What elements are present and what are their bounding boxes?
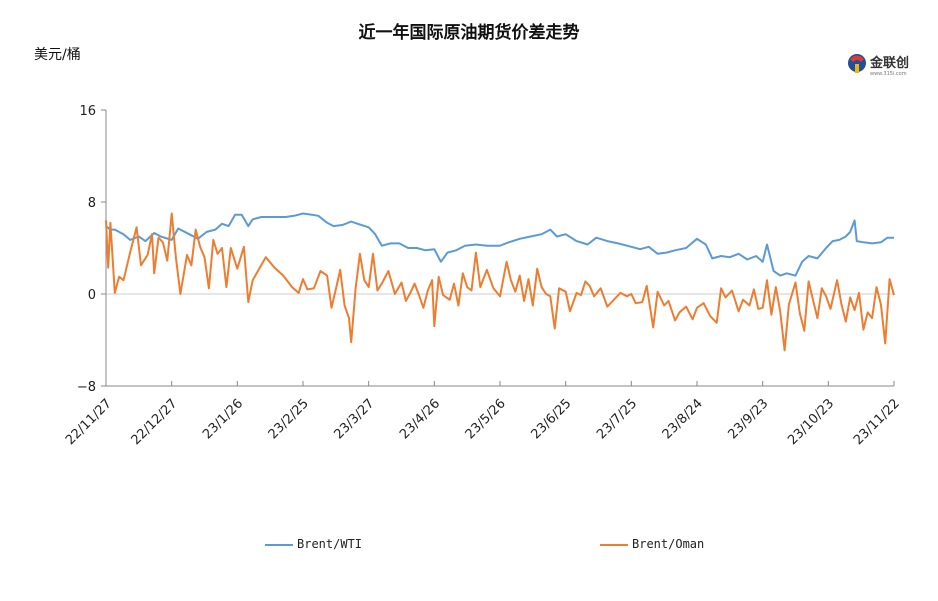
- x-tick-label: 23/6/25: [528, 396, 574, 442]
- x-tick-label: 23/10/23: [785, 396, 837, 448]
- company-logo: 金联创 www.315i.com: [846, 50, 912, 82]
- x-tick-label: 23/8/24: [660, 396, 706, 442]
- legend-item-brent-wti: Brent/WTI: [265, 537, 362, 551]
- x-tick-label: 22/11/27: [63, 396, 115, 448]
- y-tick-label: −8: [77, 380, 96, 395]
- legend-label-brent-oman: Brent/Oman: [632, 537, 705, 551]
- x-tick-label: 23/9/23: [725, 396, 771, 442]
- y-tick-label: 8: [88, 196, 96, 211]
- x-tick-label: 23/1/26: [200, 396, 246, 442]
- chart-series-layer: [105, 212, 895, 352]
- legend-item-brent-oman: Brent/Oman: [600, 537, 704, 551]
- x-tick-label: 23/7/25: [594, 396, 640, 442]
- chart-tick-labels: 16 8 0 −822/11/27 22/12/27 23/1/26 23/2/25 23/3…: [63, 104, 903, 448]
- y-tick-label: 16: [79, 104, 96, 119]
- x-tick-label: 23/3/27: [331, 396, 377, 442]
- series-line-brent-oman: [105, 212, 895, 352]
- chart-axes: [101, 109, 895, 387]
- y-axis-unit-label: 美元/桶: [34, 47, 81, 63]
- y-tick-label: 0: [88, 288, 96, 303]
- x-tick-label: 23/11/22: [851, 396, 903, 448]
- series-line-brent-wti: [105, 212, 894, 277]
- logo-url: www.315i.com: [870, 71, 907, 77]
- legend-swatch-brent-wti: [265, 543, 293, 546]
- logo-emblem-icon: [848, 54, 866, 73]
- legend-swatch-brent-oman: [600, 543, 628, 546]
- x-tick-label: 23/5/26: [463, 396, 509, 442]
- logo-text: 金联创: [870, 56, 910, 71]
- legend-label-brent-wti: Brent/WTI: [297, 537, 363, 551]
- x-tick-label: 22/12/27: [129, 396, 181, 448]
- chart-title: 近一年国际原油期货价差走势: [358, 23, 580, 43]
- x-tick-label: 23/2/25: [266, 396, 312, 442]
- x-tick-label: 23/4/26: [397, 396, 443, 442]
